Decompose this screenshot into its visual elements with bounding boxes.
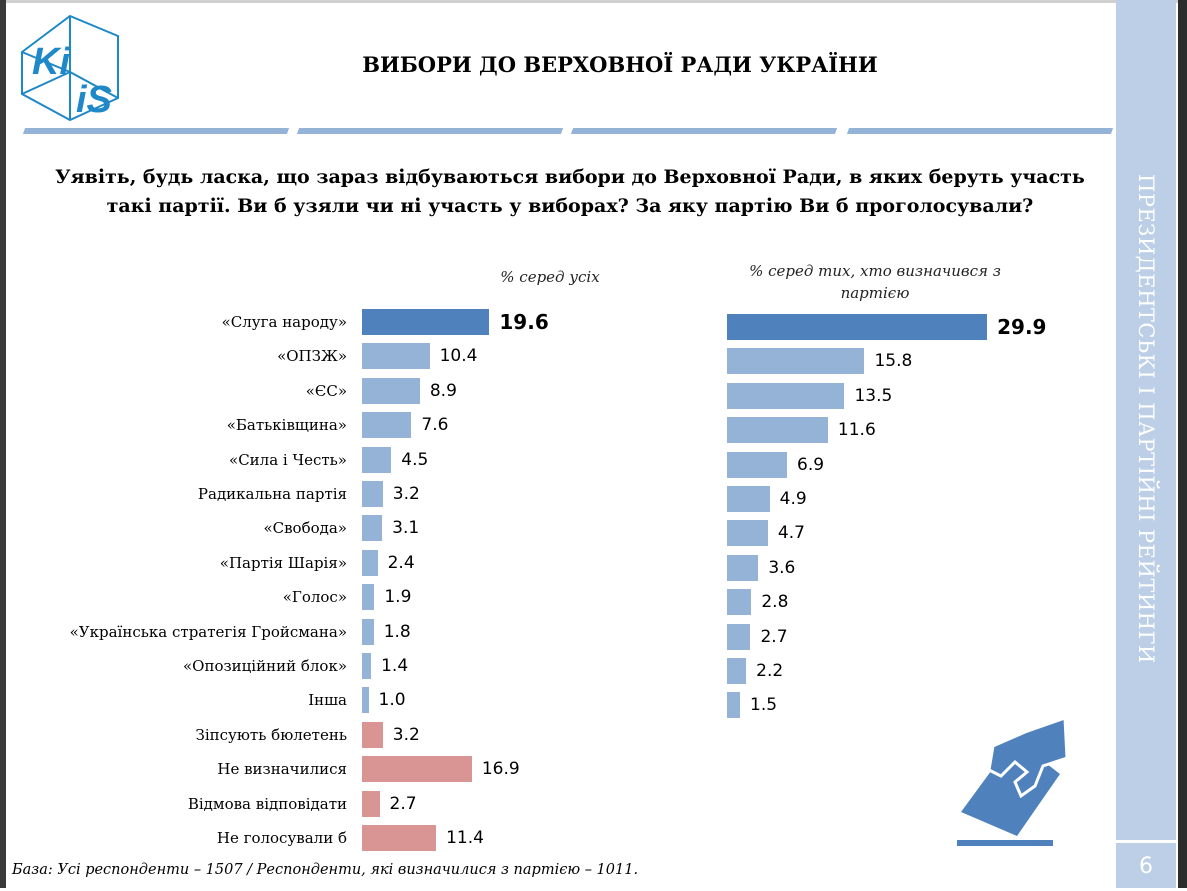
left-value-label: 1.8 bbox=[383, 621, 411, 642]
left-bar bbox=[362, 790, 380, 817]
left-value-label: 1.4 bbox=[381, 656, 409, 676]
right-bar bbox=[727, 692, 741, 719]
left-value-label: 4.5 bbox=[401, 449, 429, 470]
left-bar bbox=[362, 343, 430, 370]
left-bar bbox=[362, 687, 369, 714]
left-value-label: 3.2 bbox=[392, 484, 420, 504]
left-bar bbox=[362, 412, 412, 439]
category-label: «Свобода» bbox=[263, 519, 347, 538]
left-bar bbox=[362, 446, 392, 473]
left-value-label: 8.9 bbox=[429, 380, 457, 401]
right-bar bbox=[727, 589, 752, 616]
right-value-label: 4.9 bbox=[779, 489, 807, 509]
left-bar bbox=[362, 721, 383, 748]
page-number: 6 bbox=[1116, 843, 1176, 888]
right-bar bbox=[727, 417, 828, 444]
category-label: «Слуга народу» bbox=[221, 313, 347, 331]
left-value-label: 2.7 bbox=[389, 793, 417, 814]
category-label: «ОПЗЖ» bbox=[277, 347, 347, 366]
left-bar bbox=[362, 515, 383, 542]
category-label: Не визначилися bbox=[217, 760, 347, 779]
right-value-label: 2.7 bbox=[760, 626, 788, 647]
left-border bbox=[0, 0, 6, 888]
category-label: «ЄС» bbox=[305, 381, 347, 400]
kiis-logo: Ki iS bbox=[21, 14, 119, 122]
category-label: Не голосували б bbox=[216, 829, 347, 847]
right-value-label: 2.8 bbox=[761, 592, 789, 613]
left-value-label: 1.9 bbox=[384, 587, 412, 608]
right-bar bbox=[727, 451, 788, 478]
category-label: «Партія Шарія» bbox=[219, 553, 347, 572]
category-label: Відмова відповідати bbox=[187, 794, 347, 813]
left-bar bbox=[362, 653, 372, 679]
right-value-label: 2.2 bbox=[756, 661, 784, 681]
hand-ballot-icon bbox=[957, 715, 1069, 846]
left-value-label: 2.4 bbox=[387, 552, 415, 573]
left-value-label: 16.9 bbox=[481, 759, 520, 780]
category-label: «Опозиційний блок» bbox=[182, 657, 347, 675]
section-title: ПРЕЗИДЕНТСЬКІ І ПАРТІЙНІ РЕЙТИНГИ bbox=[1134, 174, 1158, 664]
right-value-label: 11.6 bbox=[837, 420, 876, 441]
category-label: «Українська стратегія Гройсмана» bbox=[69, 622, 347, 641]
right-bar bbox=[727, 658, 747, 684]
category-label: «Голос» bbox=[282, 588, 347, 607]
left-value-label: 3.1 bbox=[392, 518, 420, 539]
divider bbox=[296, 128, 564, 134]
top-border bbox=[0, 0, 1187, 3]
right-chart-subtitle: % серед тих, хто визначився з партією bbox=[749, 262, 1001, 302]
left-bar bbox=[362, 377, 420, 404]
right-bar bbox=[727, 486, 770, 512]
survey-question: Уявіть, будь ласка, що зараз відбуваютьс… bbox=[55, 166, 1085, 217]
divider bbox=[22, 128, 290, 134]
left-bar bbox=[362, 756, 472, 783]
right-bar bbox=[727, 554, 759, 581]
svg-text:iS: iS bbox=[76, 79, 112, 121]
left-value-label: 1.0 bbox=[378, 690, 406, 711]
right-bar bbox=[727, 623, 751, 650]
right-bar bbox=[727, 348, 865, 375]
right-value-label: 15.8 bbox=[874, 351, 913, 372]
category-label: «Батьківщина» bbox=[226, 416, 347, 435]
left-value-label: 11.4 bbox=[446, 828, 484, 848]
right-value-label: 13.5 bbox=[854, 385, 893, 406]
right-value-label: 4.7 bbox=[777, 523, 805, 544]
category-label: Радикальна партія bbox=[197, 485, 347, 503]
right-bar bbox=[727, 382, 845, 409]
right-bar bbox=[727, 314, 988, 340]
right-value-label: 29.9 bbox=[997, 315, 1047, 339]
right-value-label: 1.5 bbox=[750, 695, 778, 716]
left-chart-subtitle: % серед усіх bbox=[500, 268, 600, 286]
svg-text:Ki: Ki bbox=[32, 41, 71, 83]
left-value-label: 10.4 bbox=[439, 346, 478, 367]
right-value-label: 3.6 bbox=[768, 557, 796, 578]
left-bar bbox=[362, 481, 383, 507]
divider bbox=[846, 128, 1114, 134]
left-bar bbox=[362, 584, 375, 611]
base-footnote: База: Усі респонденти – 1507 / Респонден… bbox=[12, 862, 639, 878]
left-bar bbox=[362, 618, 374, 645]
left-bar bbox=[362, 309, 490, 335]
category-label: «Сила і Честь» bbox=[229, 450, 347, 469]
right-border bbox=[1178, 0, 1187, 888]
right-bar bbox=[727, 520, 768, 547]
divider bbox=[570, 128, 838, 134]
right-value-label: 6.9 bbox=[797, 454, 825, 475]
left-value-label: 3.2 bbox=[392, 724, 420, 745]
left-value-label: 7.6 bbox=[421, 415, 449, 436]
category-label: Зіпсують бюлетень bbox=[195, 725, 348, 744]
left-bar bbox=[362, 825, 437, 851]
sidebar bbox=[1116, 0, 1176, 840]
left-bar bbox=[362, 549, 378, 576]
page-title: ВИБОРИ ДО ВЕРХОВНОЇ РАДИ УКРАЇНИ bbox=[362, 52, 878, 77]
category-label: Інша bbox=[308, 691, 347, 710]
left-value-label: 19.6 bbox=[499, 310, 549, 334]
